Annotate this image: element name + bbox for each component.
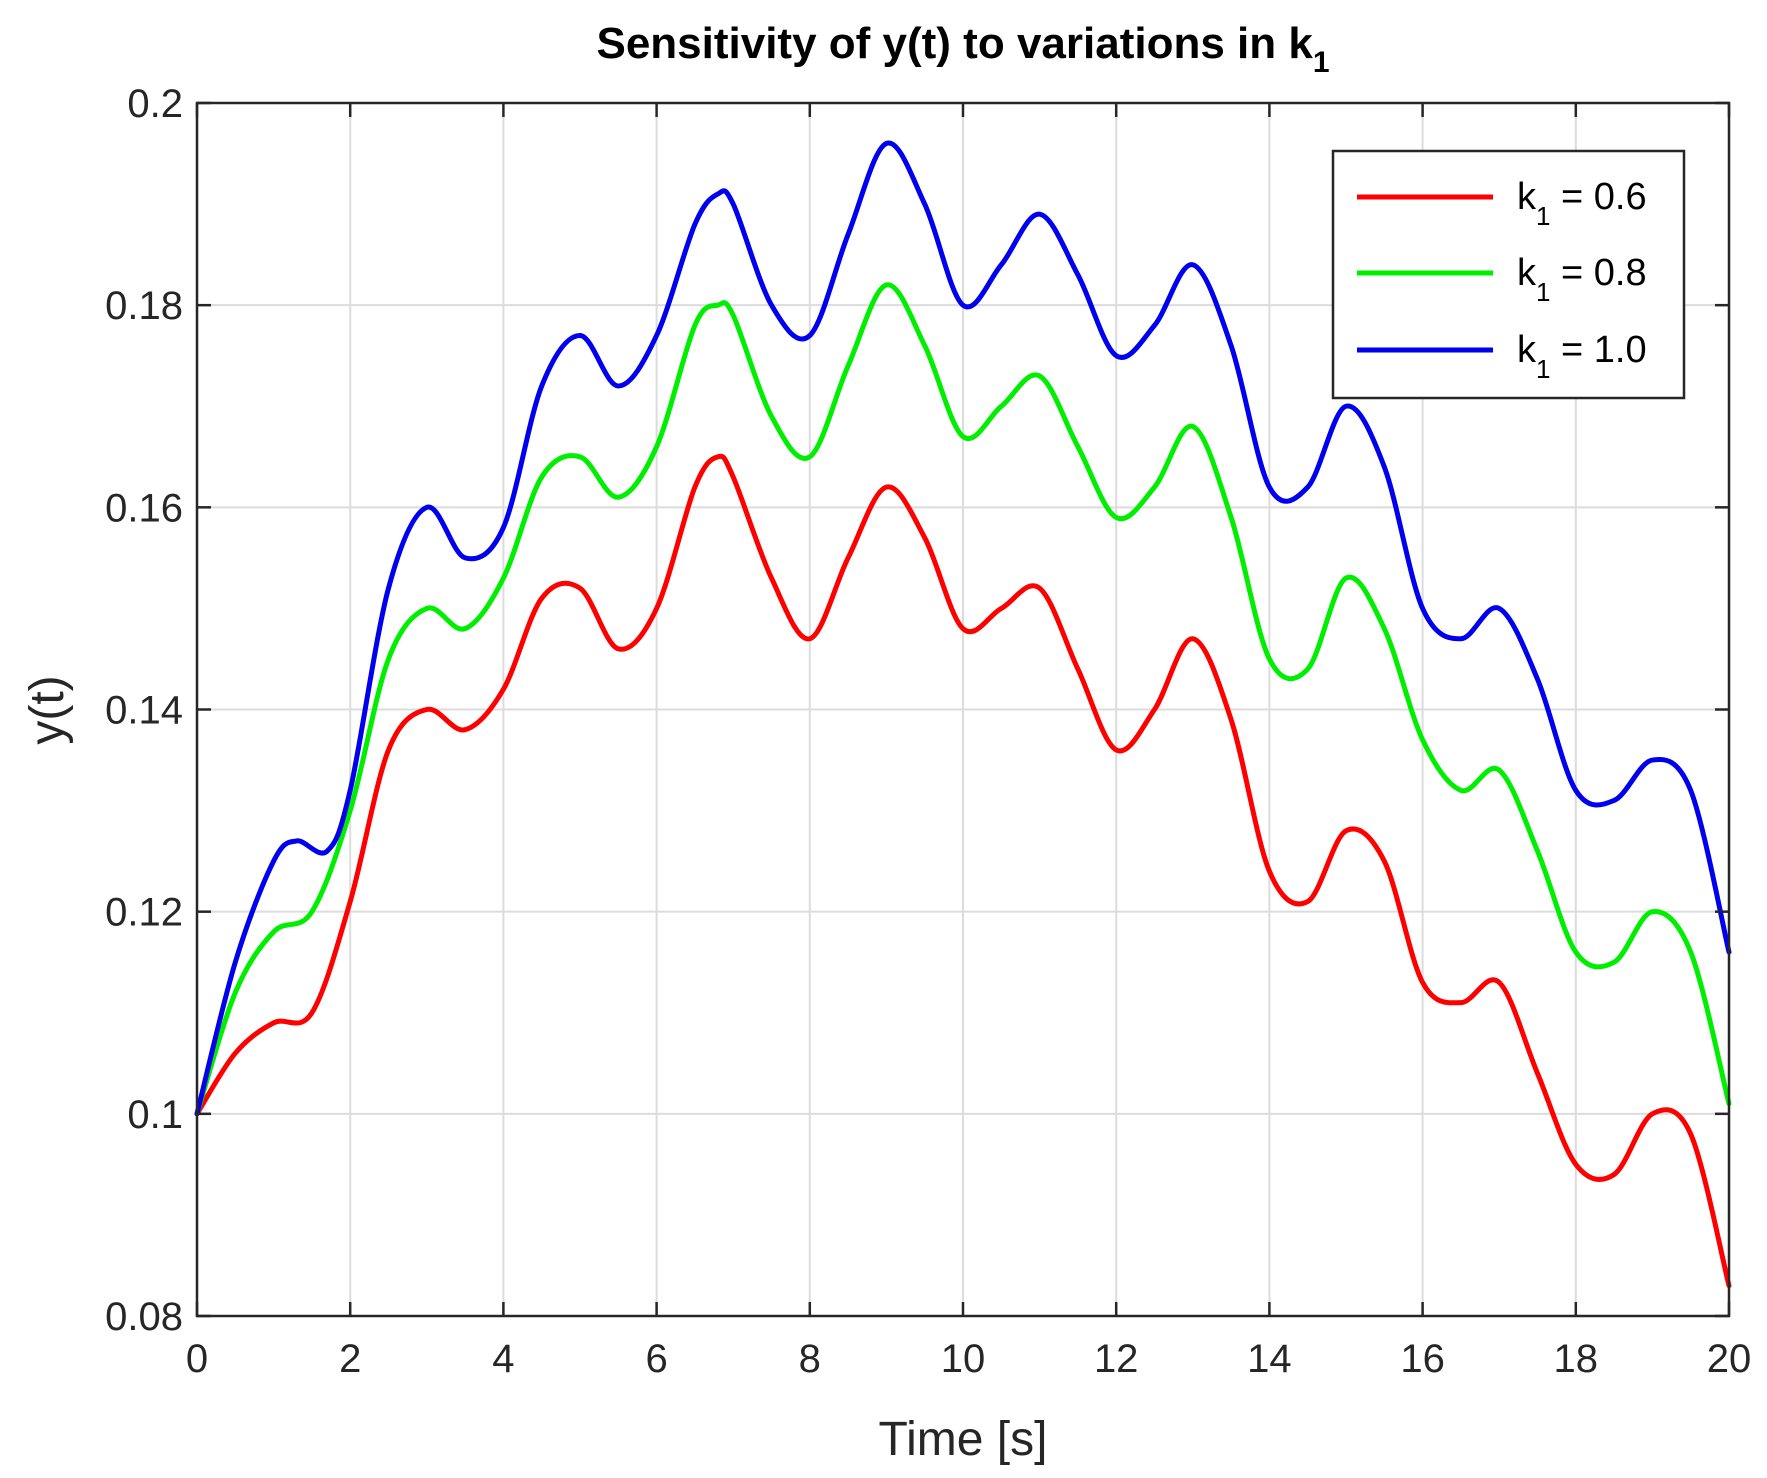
x-tick-label-8: 16 xyxy=(1400,1337,1445,1381)
x-tick-label-6: 12 xyxy=(1094,1337,1139,1381)
x-tick-label-9: 18 xyxy=(1554,1337,1599,1381)
legend-label-1-rest: = 0.8 xyxy=(1550,252,1646,294)
legend-label-0-rest: = 0.6 xyxy=(1550,176,1646,218)
series-line-1 xyxy=(194,282,1732,1117)
x-tick-label-3: 6 xyxy=(645,1337,667,1381)
legend-label-2: k1 = 1.0 xyxy=(1517,329,1647,384)
y-tick-label-4: 0.16 xyxy=(105,486,183,530)
legend-label-2-main: k xyxy=(1517,329,1537,371)
x-tick-label-5: 10 xyxy=(941,1337,986,1381)
legend: k1 = 0.6 k1 = 0.8 k1 = 1.0 xyxy=(1331,149,1686,400)
x-tick-label-10: 20 xyxy=(1707,1337,1752,1381)
y-tick-label-5: 0.18 xyxy=(105,284,183,328)
legend-label-2-sub: 1 xyxy=(1536,354,1550,384)
chart-title-main: Sensitivity of y(t) to variations in k xyxy=(596,19,1313,68)
legend-label-1-main: k xyxy=(1517,252,1537,294)
y-ticks: 0.08 0.1 0.12 0.14 0.16 0.18 0.2 xyxy=(105,82,1729,1339)
y-tick-label-3: 0.14 xyxy=(105,689,183,733)
series-line-2 xyxy=(194,140,1732,1117)
x-tick-label-4: 8 xyxy=(799,1337,821,1381)
x-ticks: 0 2 4 6 8 10 12 14 16 18 20 xyxy=(186,103,1751,1381)
chart-title: Sensitivity of y(t) to variations in k1 xyxy=(596,19,1329,79)
x-tick-label-2: 4 xyxy=(492,1337,514,1381)
x-tick-label-1: 2 xyxy=(339,1337,361,1381)
legend-label-0: k1 = 0.6 xyxy=(1517,176,1647,231)
legend-label-0-sub: 1 xyxy=(1536,201,1550,231)
x-tick-label-7: 14 xyxy=(1247,1337,1292,1381)
y-tick-label-1: 0.1 xyxy=(127,1093,183,1137)
chart-title-subscript: 1 xyxy=(1313,46,1330,79)
legend-label-1-sub: 1 xyxy=(1536,277,1550,307)
legend-label-1: k1 = 0.8 xyxy=(1517,252,1647,307)
series-line-0 xyxy=(194,453,1732,1289)
y-tick-label-6: 0.2 xyxy=(127,82,183,126)
y-axis-label: y(t) xyxy=(21,675,74,744)
y-tick-label-2: 0.12 xyxy=(105,891,183,935)
series-group xyxy=(194,140,1732,1289)
legend-label-2-rest: = 1.0 xyxy=(1550,329,1646,371)
legend-label-0-main: k xyxy=(1517,176,1537,218)
x-tick-label-0: 0 xyxy=(186,1337,208,1381)
x-axis-label: Time [s] xyxy=(879,1413,1048,1466)
y-tick-label-0: 0.08 xyxy=(105,1295,183,1339)
